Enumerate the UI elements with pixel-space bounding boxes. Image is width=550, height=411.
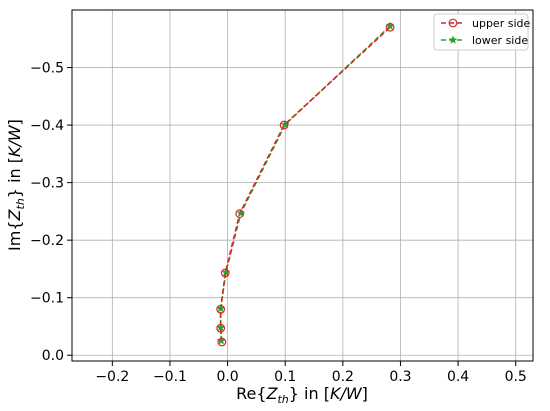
x-tick-label: 0.3	[389, 369, 411, 385]
legend-marker-lower	[448, 35, 458, 44]
series-layer	[216, 21, 395, 347]
point-upper-side	[216, 323, 226, 333]
y-tick-label: −0.3	[30, 176, 64, 192]
point-lower-side	[216, 304, 225, 313]
x-axis-ticks: −0.2 −0.1 0.0 0.1 0.2 0.3 0.4 0.5	[95, 361, 527, 385]
y-tick-label: −0.1	[30, 291, 64, 307]
plot-frame	[71, 9, 534, 362]
legend: upper side lower side	[433, 13, 530, 51]
grid	[72, 10, 533, 361]
point-upper-side	[217, 337, 227, 347]
legend-label-upper: upper side	[472, 17, 530, 30]
x-tick-label: 0.5	[505, 369, 527, 385]
point-upper-side	[385, 22, 395, 32]
y-axis-ticks: 0.0 −0.1 −0.2 −0.3 −0.4 −0.5	[30, 61, 72, 364]
legend-item-upper-side: upper side	[441, 17, 530, 30]
x-tick-label: −0.2	[95, 369, 129, 385]
point-upper-side	[279, 120, 289, 130]
y-tick-label: 0.0	[42, 348, 64, 364]
x-tick-label: 0.1	[274, 369, 296, 385]
point-lower-side	[216, 323, 225, 332]
series-line-upper-side	[219, 26, 391, 343]
legend-item-lower-side: lower side	[441, 34, 528, 47]
legend-marker-upper	[448, 18, 458, 28]
point-lower-side	[385, 21, 395, 30]
y-tick-label: −0.5	[30, 61, 64, 77]
x-tick-label: 0.2	[332, 369, 354, 385]
y-tick-label: −0.2	[30, 233, 64, 249]
y-axis-label: Im{Zth} in [K/W]	[5, 119, 27, 251]
x-tick-label: 0.0	[216, 369, 238, 385]
point-upper-side	[235, 209, 245, 219]
x-tick-label: −0.1	[153, 369, 187, 385]
legend-label-lower: lower side	[472, 34, 528, 47]
series-line-lower-side	[219, 25, 391, 341]
y-tick-label: −0.4	[30, 118, 64, 134]
x-tick-label: 0.4	[447, 369, 469, 385]
point-lower-side	[216, 336, 226, 345]
point-upper-side	[216, 304, 226, 314]
point-upper-side	[220, 268, 230, 278]
x-axis-label: Re{Zth} in [K/W]	[236, 384, 368, 406]
point-lower-side	[221, 267, 231, 277]
